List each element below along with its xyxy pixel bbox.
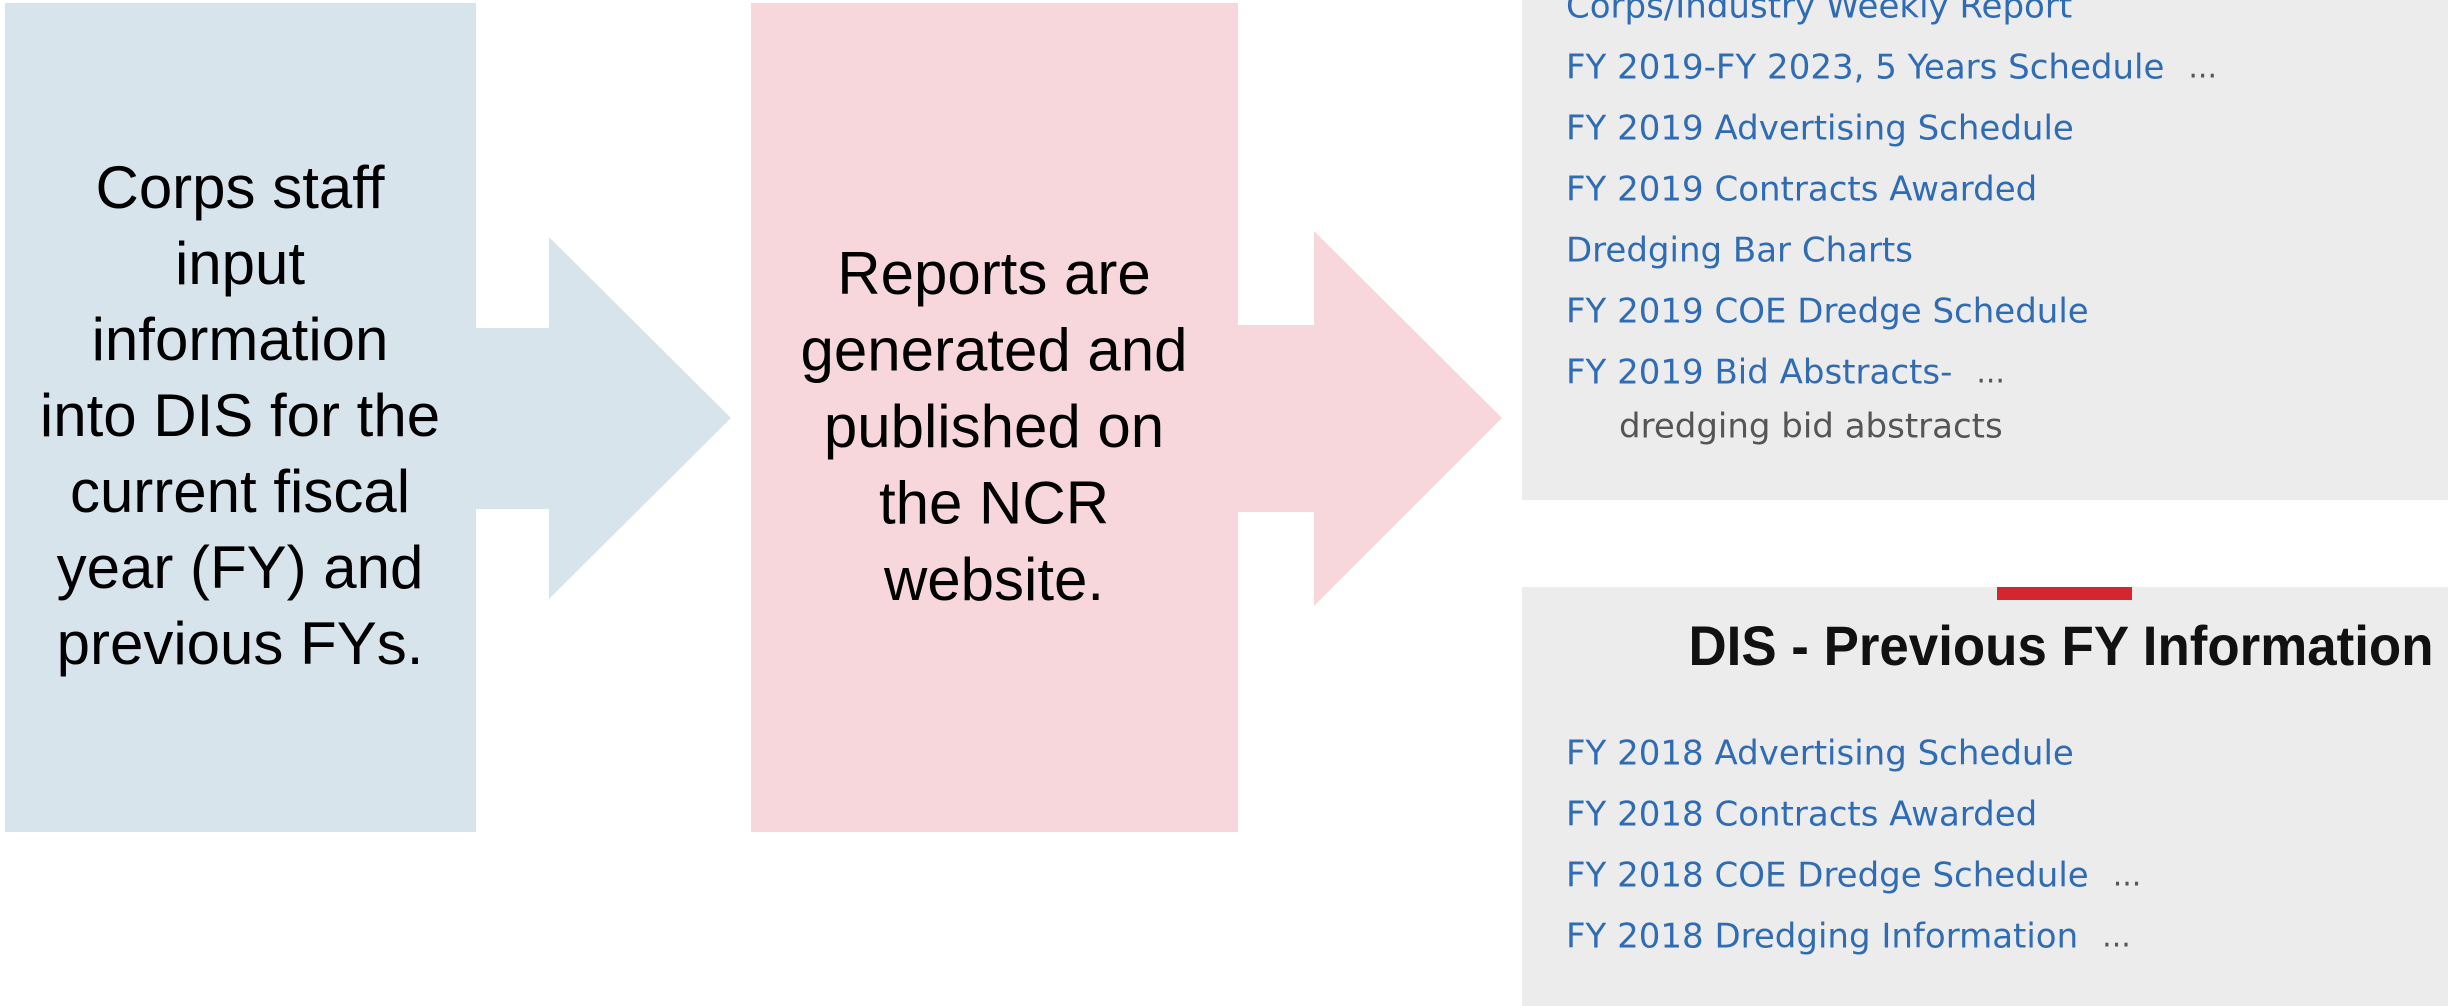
link[interactable]: FY 2019 Advertising Schedule <box>1566 109 2074 149</box>
link[interactable]: FY 2018 Contracts Awarded <box>1566 795 2037 835</box>
arrow <box>476 237 731 599</box>
box-text: generated and <box>800 316 1187 383</box>
link[interactable]: FY 2019 COE Dredge Schedule <box>1566 292 2089 332</box>
publish-box <box>751 3 1238 832</box>
link[interactable]: FY 2019 Contracts Awarded <box>1566 170 2037 210</box>
current-panel <box>1522 0 2448 500</box>
box-text: website. <box>883 546 1104 613</box>
link[interactable]: FY 2019-FY 2023, 5 Years Schedule <box>1566 48 2164 88</box>
link[interactable]: Dredging Bar Charts <box>1566 231 1913 271</box>
box-text: information <box>92 306 389 373</box>
link[interactable]: FY 2018 Dredging Information <box>1566 917 2078 957</box>
more-button[interactable]: ... <box>2188 51 2217 86</box>
box-text: current fiscal <box>70 458 410 525</box>
accent-bar <box>1997 587 2132 600</box>
box-text: published on <box>824 393 1164 460</box>
previous-panel <box>1522 587 2448 1006</box>
arrow <box>1238 231 1502 606</box>
input-box <box>5 3 476 832</box>
link-description: dredging bid abstracts <box>1619 407 2003 447</box>
box-text: input <box>175 230 305 297</box>
panel-title: DIS - Previous FY Information <box>1689 614 2434 677</box>
more-button[interactable]: ... <box>2113 859 2142 894</box>
box-text: into DIS for the <box>40 382 440 449</box>
link[interactable]: FY 2019 Bid Abstracts- <box>1566 353 1952 393</box>
more-button[interactable]: ... <box>2102 920 2131 955</box>
more-button[interactable]: ... <box>1976 356 2005 391</box>
box-text: the NCR <box>879 469 1109 536</box>
box-text: year (FY) and <box>57 534 424 601</box>
box-text: Corps staff <box>95 154 384 221</box>
link[interactable]: Corps/Industry Weekly Report <box>1566 0 2072 27</box>
box-text: Reports are <box>837 240 1150 307</box>
link[interactable]: FY 2018 Advertising Schedule <box>1566 734 2074 774</box>
link[interactable]: FY 2018 COE Dredge Schedule <box>1566 856 2089 896</box>
box-text: previous FYs. <box>57 610 424 677</box>
